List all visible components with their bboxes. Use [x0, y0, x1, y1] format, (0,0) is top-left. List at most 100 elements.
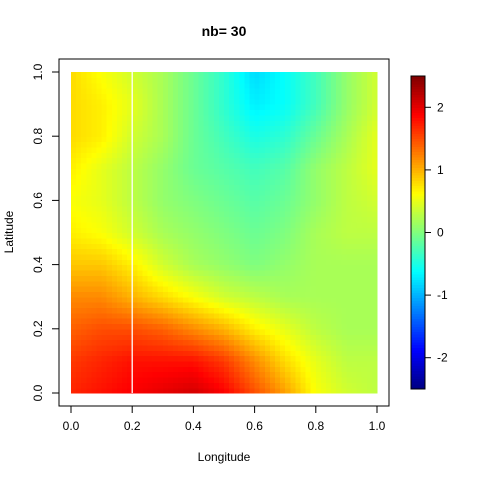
- heatmap-cell: [71, 387, 77, 394]
- heatmap-cell: [249, 146, 256, 153]
- heatmap-cell: [229, 136, 235, 143]
- heatmap-cell: [320, 109, 327, 116]
- heatmap-cell: [351, 205, 358, 212]
- heatmap-cell: [188, 387, 194, 394]
- heatmap-cell: [167, 376, 174, 383]
- heatmap-cell: [275, 130, 281, 137]
- heatmap-cell: [239, 82, 245, 89]
- heatmap-cell: [259, 216, 266, 223]
- heatmap-cell: [259, 195, 266, 201]
- heatmap-cell: [86, 72, 92, 78]
- heatmap-cell: [198, 360, 205, 367]
- heatmap-cell: [152, 318, 159, 325]
- heatmap-cell: [193, 376, 200, 383]
- colorbar-band: [411, 315, 425, 320]
- colorbar-band: [411, 282, 425, 286]
- heatmap-cell: [132, 173, 138, 180]
- heatmap-cell: [234, 371, 240, 378]
- heatmap-cell: [295, 264, 302, 271]
- heatmap-cell: [188, 200, 194, 207]
- heatmap-cell: [116, 173, 123, 180]
- heatmap-cell: [331, 114, 337, 121]
- heatmap-cell: [76, 141, 82, 148]
- heatmap-cell: [371, 243, 378, 250]
- heatmap-cell: [188, 189, 194, 196]
- heatmap-cell: [275, 120, 281, 127]
- heatmap-cell: [116, 93, 123, 100]
- heatmap-cell: [249, 302, 256, 308]
- heatmap-cell: [229, 269, 235, 276]
- heatmap-cell: [371, 387, 378, 394]
- heatmap-cell: [101, 275, 108, 282]
- heatmap-cell: [188, 98, 194, 105]
- heatmap-cell: [244, 157, 251, 164]
- heatmap-cell: [162, 179, 169, 185]
- heatmap-cell: [132, 280, 138, 287]
- heatmap-cell: [346, 216, 353, 223]
- heatmap-cell: [137, 376, 143, 383]
- heatmap-cell: [96, 141, 103, 148]
- heatmap-cell: [122, 259, 128, 266]
- heatmap-cell: [167, 350, 174, 357]
- heatmap-cell: [244, 125, 251, 132]
- colorbar-band: [411, 386, 425, 390]
- heatmap-cell: [331, 237, 337, 244]
- heatmap-cell: [71, 253, 77, 260]
- heatmap-cell: [290, 302, 296, 308]
- heatmap-cell: [86, 162, 92, 169]
- heatmap-cell: [147, 275, 154, 282]
- heatmap-cell: [152, 291, 159, 298]
- heatmap-cell: [259, 366, 266, 373]
- heatmap-cell: [96, 195, 103, 201]
- heatmap-cell: [285, 168, 291, 175]
- heatmap-cell: [229, 371, 235, 378]
- heatmap-cell: [290, 77, 296, 84]
- heatmap-cell: [310, 189, 317, 196]
- heatmap-cell: [132, 334, 138, 341]
- colorbar-band: [411, 352, 425, 356]
- heatmap-cell: [208, 275, 215, 282]
- heatmap-cell: [122, 344, 128, 351]
- heatmap-cell: [280, 221, 286, 228]
- heatmap-cell: [213, 355, 220, 362]
- heatmap-cell: [351, 382, 358, 389]
- colorbar-band: [411, 271, 425, 275]
- heatmap-cell: [213, 93, 220, 100]
- heatmap-cell: [152, 323, 159, 330]
- heatmap-cell: [315, 269, 322, 276]
- heatmap-cell: [315, 334, 322, 341]
- heatmap-cell: [157, 88, 164, 94]
- heatmap-cell: [142, 211, 149, 218]
- heatmap-cell: [173, 371, 179, 378]
- heatmap-cell: [183, 259, 189, 266]
- heatmap-cell: [213, 72, 220, 78]
- heatmap-cell: [188, 221, 194, 228]
- heatmap-cell: [280, 179, 286, 185]
- heatmap-cell: [305, 88, 312, 94]
- heatmap-cell: [152, 130, 159, 137]
- heatmap-cell: [239, 366, 245, 373]
- heatmap-cell: [305, 205, 312, 212]
- heatmap-cell: [341, 307, 347, 314]
- heatmap-cell: [213, 125, 220, 132]
- heatmap-cell: [300, 157, 307, 164]
- heatmap-cell: [310, 109, 317, 116]
- heatmap-cell: [106, 114, 113, 121]
- heatmap-cell: [244, 237, 251, 244]
- heatmap-cell: [269, 323, 276, 330]
- heatmap-cell: [229, 253, 235, 260]
- heatmap-cell: [157, 216, 164, 223]
- heatmap-cell: [239, 205, 245, 212]
- heatmap-cell: [203, 344, 210, 351]
- heatmap-cell: [86, 248, 92, 255]
- heatmap-cell: [341, 355, 347, 362]
- heatmap-cell: [167, 195, 174, 201]
- heatmap-cell: [173, 72, 179, 78]
- heatmap-cell: [111, 184, 118, 191]
- heatmap-cell: [351, 120, 358, 127]
- heatmap-cell: [326, 189, 332, 196]
- heatmap-cell: [254, 344, 261, 351]
- heatmap-cell: [71, 184, 77, 191]
- heatmap-cell: [280, 286, 286, 292]
- colorbar-band: [411, 182, 425, 187]
